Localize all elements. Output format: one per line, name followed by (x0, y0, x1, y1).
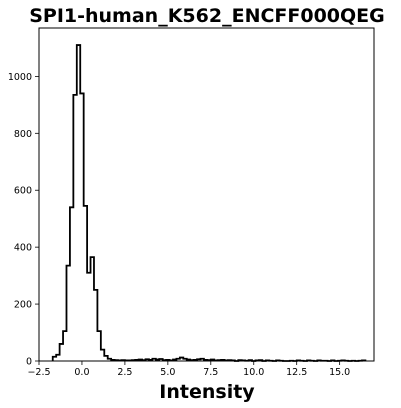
x-tick-label: 10.0 (243, 367, 264, 378)
x-tick-label: 0.0 (74, 367, 89, 378)
chart-title: SPI1-human_K562_ENCFF000QEG (29, 5, 385, 27)
x-tick-label: 2.5 (117, 367, 132, 378)
x-axis-ticks: −2.5 0.0 2.5 5.0 7.5 10.0 12.5 15.0 (27, 361, 350, 378)
plot-area-frame (38, 27, 375, 362)
x-axis-label: Intensity (159, 381, 255, 403)
x-tick-label: 15.0 (329, 367, 350, 378)
y-tick-label: 200 (14, 300, 32, 311)
y-tick-label: 800 (14, 129, 32, 140)
y-tick-label: 400 (14, 243, 32, 254)
x-tick-label: −2.5 (27, 367, 50, 378)
y-tick-label: 0 (26, 357, 32, 368)
x-tick-label: 5.0 (160, 367, 175, 378)
y-axis-ticks: 0 200 400 600 800 1000 (8, 72, 39, 368)
x-tick-label: 12.5 (286, 367, 307, 378)
x-tick-label: 7.5 (203, 367, 218, 378)
histogram-step-line (51, 44, 367, 362)
y-tick-label: 600 (14, 186, 32, 197)
y-tick-label: 1000 (8, 72, 32, 83)
